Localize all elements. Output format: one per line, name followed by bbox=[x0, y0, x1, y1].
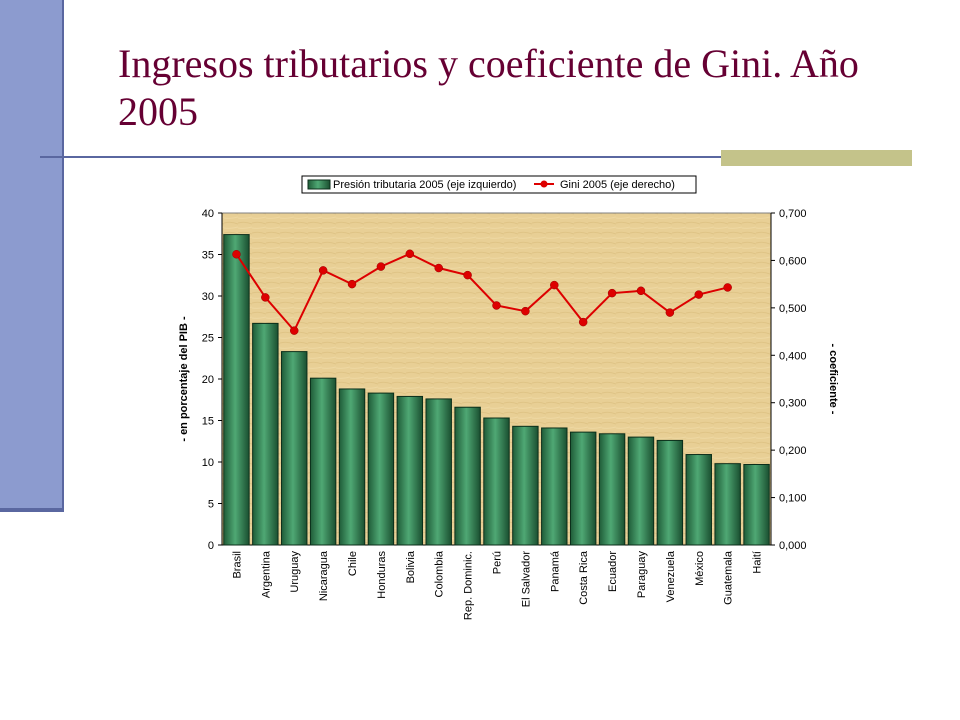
slide-title: Ingresos tributarios y coeficiente de Gi… bbox=[118, 41, 859, 134]
category-label: Perú bbox=[492, 551, 504, 574]
bar bbox=[396, 395, 424, 546]
gini-point bbox=[694, 290, 704, 299]
bar bbox=[541, 427, 568, 546]
left-tick-label: 20 bbox=[202, 374, 214, 386]
category-label: El Salvador bbox=[520, 551, 532, 608]
left-tick-label: 40 bbox=[202, 208, 214, 220]
bar bbox=[367, 392, 395, 546]
accent-bar bbox=[721, 150, 912, 166]
legend-line-marker bbox=[540, 180, 548, 188]
gini-point bbox=[318, 266, 328, 275]
category-label: Panamá bbox=[549, 550, 561, 592]
left-tick-label: 25 bbox=[202, 333, 214, 345]
category-label: Honduras bbox=[376, 551, 388, 599]
gini-line bbox=[235, 252, 728, 333]
gini-point bbox=[261, 293, 270, 302]
gini-point bbox=[665, 308, 675, 317]
bar bbox=[512, 425, 539, 546]
title-divider bbox=[40, 156, 912, 158]
bar bbox=[454, 406, 481, 546]
category-label: Argentina bbox=[260, 550, 272, 598]
side-decoration-bar bbox=[0, 0, 64, 512]
left-tick-label: 35 bbox=[202, 250, 214, 262]
category-label: Uruguay bbox=[289, 551, 301, 593]
bar bbox=[598, 433, 626, 546]
right-tick-label: 0,600 bbox=[779, 255, 807, 267]
legend: Presión tributaria 2005 (eje izquierdo) G… bbox=[301, 175, 697, 194]
right-axis-title: - coeficiente - bbox=[827, 344, 839, 415]
category-label: Haití bbox=[752, 551, 764, 574]
legend-bar-swatch bbox=[307, 179, 331, 190]
left-tick-label: 10 bbox=[202, 457, 214, 469]
legend-bar-label: Presión tributaria 2005 (eje izquierdo) bbox=[333, 179, 516, 191]
gini-point bbox=[723, 283, 732, 292]
bar bbox=[223, 234, 250, 546]
gini-point bbox=[405, 249, 415, 259]
right-tick-label: 0,500 bbox=[779, 303, 807, 315]
bar bbox=[714, 463, 741, 546]
bar bbox=[425, 398, 452, 546]
category-label: Colombia bbox=[434, 550, 446, 597]
gini-point bbox=[434, 263, 443, 273]
gini-point bbox=[492, 301, 501, 310]
right-tick-label: 0,200 bbox=[779, 445, 807, 457]
category-label: Venezuela bbox=[665, 550, 677, 602]
gini-point bbox=[578, 317, 588, 327]
legend-line-label: Gini 2005 (eje derecho) bbox=[560, 179, 675, 191]
gini-point bbox=[347, 279, 357, 289]
bar bbox=[309, 377, 337, 546]
left-tick-label: 15 bbox=[202, 416, 214, 428]
left-axis-title: - en porcentaje del PIB - bbox=[178, 316, 190, 442]
category-label: Paraguay bbox=[636, 551, 648, 599]
category-label: Guatemala bbox=[723, 550, 735, 605]
bar bbox=[252, 322, 279, 546]
right-tick-label: 0,300 bbox=[779, 398, 807, 410]
category-label: Ecuador bbox=[607, 551, 619, 592]
category-label: México bbox=[694, 551, 706, 586]
bar bbox=[656, 439, 684, 546]
bar bbox=[569, 431, 597, 546]
bar bbox=[743, 463, 770, 546]
bar bbox=[627, 436, 655, 546]
category-label: Costa Rica bbox=[578, 550, 590, 605]
gini-point bbox=[550, 280, 559, 290]
right-tick-label: 0,400 bbox=[779, 350, 807, 362]
left-tick-label: 30 bbox=[202, 291, 214, 303]
category-label: Nicaragua bbox=[318, 550, 330, 601]
bar bbox=[338, 388, 366, 546]
right-tick-label: 0,100 bbox=[779, 493, 807, 505]
right-tick-label: 0,000 bbox=[779, 540, 807, 552]
category-label: Brasil bbox=[231, 551, 243, 579]
bar bbox=[483, 417, 510, 546]
right-tick-label: 0,700 bbox=[779, 208, 807, 220]
legend-box bbox=[301, 175, 697, 194]
category-label: Rep. Dominic. bbox=[463, 551, 475, 620]
left-tick-label: 0 bbox=[208, 540, 214, 552]
gini-point bbox=[636, 286, 646, 296]
left-tick-label: 5 bbox=[208, 499, 214, 511]
gini-point bbox=[232, 250, 241, 259]
category-label: Bolivia bbox=[405, 550, 417, 583]
gini-point bbox=[607, 288, 617, 298]
gini-point bbox=[521, 306, 530, 316]
bar bbox=[281, 351, 308, 546]
bar bbox=[685, 454, 712, 546]
category-label: Chile bbox=[347, 551, 359, 576]
gini-point bbox=[289, 326, 299, 335]
gini-point bbox=[463, 270, 472, 280]
gini-point bbox=[376, 262, 386, 271]
